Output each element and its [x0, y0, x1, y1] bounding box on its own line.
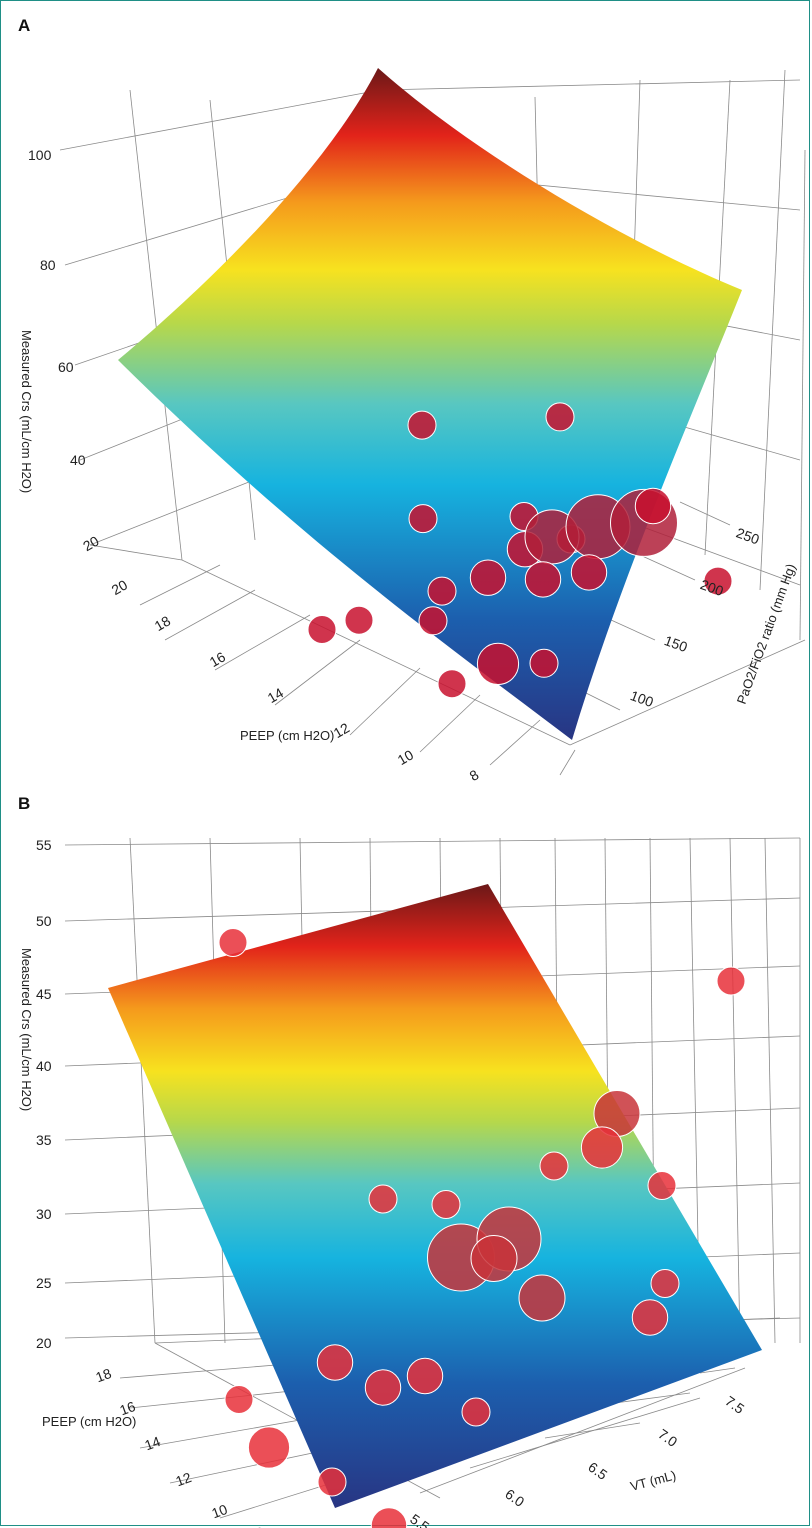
data-point — [476, 642, 520, 686]
x-tick: 16 — [207, 648, 229, 670]
y-tick: 7.5 — [722, 1393, 747, 1417]
x-tick: 14 — [265, 684, 287, 706]
panel-b-label: B — [18, 794, 31, 813]
x-axis-label-a: PEEP (cm H2O) — [240, 728, 334, 743]
x-axis-label-b: PEEP (cm H2O) — [42, 1414, 136, 1429]
z-tick: 60 — [58, 359, 74, 375]
data-point — [539, 1151, 569, 1181]
y-tick: 6.0 — [502, 1486, 527, 1510]
data-point — [316, 1344, 354, 1381]
z-ticks-b: 55 50 45 40 35 30 25 20 — [36, 837, 52, 1351]
y-tick: 6.5 — [585, 1459, 610, 1483]
data-point — [407, 410, 437, 440]
data-point — [580, 1126, 624, 1169]
data-point — [418, 606, 448, 636]
data-point — [461, 1397, 491, 1427]
data-point — [545, 402, 575, 432]
y-axis-label-b: VT (mL) — [629, 1467, 678, 1494]
x-tick: 18 — [93, 1365, 113, 1385]
surface-a — [118, 68, 742, 740]
z-tick: 20 — [80, 532, 102, 554]
y-tick: 7.0 — [655, 1426, 680, 1450]
data-point — [370, 1507, 408, 1528]
data-point — [317, 1467, 347, 1497]
data-point — [224, 1385, 254, 1414]
points-a — [307, 402, 733, 699]
data-point — [427, 576, 457, 606]
data-point — [634, 487, 672, 525]
x-tick: 14 — [142, 1433, 162, 1453]
data-point — [437, 669, 467, 699]
x-tick: 12 — [331, 719, 353, 741]
data-point — [364, 1369, 402, 1406]
data-point — [524, 561, 562, 598]
panel-a-label: A — [18, 16, 31, 35]
z-tick: 100 — [28, 147, 52, 163]
z-axis-label-b: Measured Crs (mL/cm H2O) — [19, 948, 34, 1111]
data-point — [631, 1299, 669, 1336]
y-tick: 200 — [698, 576, 726, 599]
x-tick: 12 — [173, 1469, 193, 1489]
z-tick: 35 — [36, 1132, 52, 1148]
points-b — [218, 928, 746, 1528]
data-point — [716, 966, 746, 996]
data-point — [344, 605, 374, 635]
x-tick: 20 — [109, 576, 131, 598]
z-axis-label-a: Measured Crs (mL/cm H2O) — [19, 330, 34, 493]
data-point — [218, 928, 248, 957]
y-tick: 100 — [628, 687, 656, 710]
y-tick: 250 — [734, 524, 762, 547]
chart-b: 55 50 45 40 35 30 25 20 18 16 14 12 10 8… — [19, 837, 801, 1528]
x-tick: 16 — [117, 1398, 137, 1418]
y-ticks-a: 250 200 150 100 — [628, 524, 762, 710]
z-tick: 40 — [70, 452, 86, 468]
z-tick: 30 — [36, 1206, 52, 1222]
data-point — [703, 566, 733, 596]
data-point — [469, 559, 507, 596]
z-ticks-a: 100 80 60 40 20 — [28, 147, 102, 554]
x-tick: 8 — [253, 1524, 266, 1528]
z-tick: 55 — [36, 837, 52, 853]
z-tick: 20 — [36, 1335, 52, 1351]
data-point — [470, 1235, 518, 1282]
z-tick: 80 — [40, 257, 56, 273]
data-point — [307, 615, 337, 644]
data-point — [406, 1357, 444, 1395]
data-point — [368, 1184, 398, 1214]
y-tick: 5.5 — [407, 1511, 432, 1528]
data-point — [518, 1274, 566, 1322]
y-axis-label-a: PaO2/FiO2 ratio (mm Hg) — [734, 562, 799, 706]
data-point — [247, 1426, 291, 1469]
z-tick: 25 — [36, 1275, 52, 1291]
x-ticks-b: 18 16 14 12 10 8 6 — [93, 1365, 266, 1528]
z-tick: 45 — [36, 986, 52, 1002]
z-tick: 40 — [36, 1058, 52, 1074]
data-point — [570, 554, 608, 591]
x-tick: 10 — [395, 746, 417, 768]
z-tick: 50 — [36, 913, 52, 929]
data-point — [647, 1171, 677, 1200]
y-tick: 150 — [662, 632, 690, 655]
data-point — [431, 1190, 461, 1219]
data-point — [408, 504, 438, 534]
x-tick: 18 — [152, 612, 174, 634]
data-point — [529, 648, 559, 678]
x-tick: 10 — [209, 1501, 229, 1521]
data-point — [650, 1269, 680, 1298]
chart-a: 100 80 60 40 20 20 18 16 14 12 10 8 250 … — [19, 68, 806, 784]
